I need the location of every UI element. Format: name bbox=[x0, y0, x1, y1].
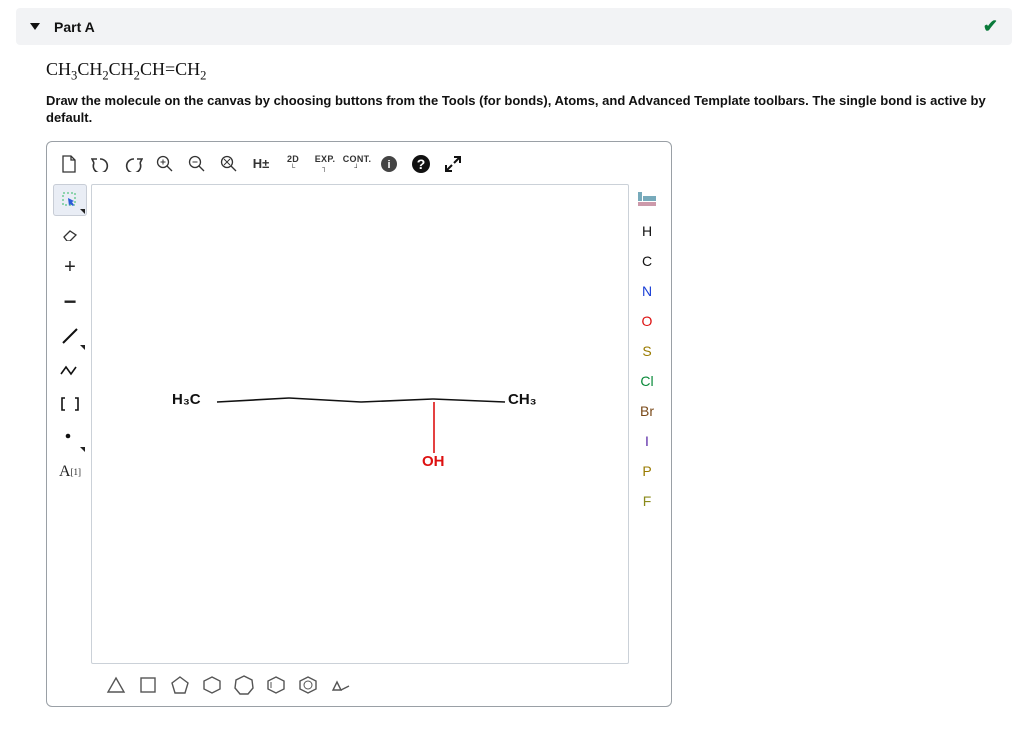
radical-tool[interactable] bbox=[53, 422, 87, 454]
atom-f-button[interactable]: F bbox=[630, 486, 664, 516]
exp-label: EXP. bbox=[315, 155, 336, 164]
molecule-label-oh: OH bbox=[422, 453, 445, 470]
increase-charge-tool[interactable]: + bbox=[53, 252, 87, 284]
drawing-canvas[interactable]: H₃C CH₃ OH bbox=[91, 184, 629, 664]
view-2d-label: 2D bbox=[287, 155, 299, 164]
atom-cl-button[interactable]: Cl bbox=[630, 366, 664, 396]
question-formula: CH3CH2CH2CH=CH2 bbox=[46, 59, 1002, 84]
info-button[interactable]: i bbox=[375, 150, 403, 178]
zoom-out-button[interactable] bbox=[183, 150, 211, 178]
hydrogen-toggle-button[interactable]: H± bbox=[247, 150, 275, 178]
molecule-editor: H± 2D└ EXP.┐ CONT.┘ i ? bbox=[46, 141, 672, 707]
part-title: Part A bbox=[54, 19, 95, 35]
isotope-label-tool[interactable]: A[1] bbox=[53, 456, 87, 488]
part-header[interactable]: Part A ✔ bbox=[16, 8, 1012, 45]
status-check-icon: ✔ bbox=[983, 16, 998, 37]
top-toolbar: H± 2D└ EXP.┐ CONT.┘ i ? bbox=[53, 148, 665, 184]
bracket-tool[interactable] bbox=[53, 388, 87, 420]
svg-text:i: i bbox=[387, 159, 390, 171]
cyclohexadiene-template[interactable] bbox=[263, 672, 289, 698]
view-2d-button[interactable]: 2D└ bbox=[279, 150, 307, 178]
atom-o-button[interactable]: O bbox=[630, 306, 664, 336]
periodic-table-button[interactable] bbox=[630, 184, 664, 214]
atom-n-button[interactable]: N bbox=[630, 276, 664, 306]
triangle-template[interactable] bbox=[103, 672, 129, 698]
chevron-down-icon[interactable] bbox=[30, 23, 40, 30]
marquee-select-tool[interactable] bbox=[53, 184, 87, 216]
contract-structure-button[interactable]: CONT.┘ bbox=[343, 150, 371, 178]
undo-button[interactable] bbox=[87, 150, 115, 178]
help-button[interactable]: ? bbox=[407, 150, 435, 178]
atom-s-button[interactable]: S bbox=[630, 336, 664, 366]
hexagon-template[interactable] bbox=[199, 672, 225, 698]
left-toolbar: + − bbox=[53, 184, 89, 488]
cont-label: CONT. bbox=[343, 155, 372, 164]
redo-button[interactable] bbox=[119, 150, 147, 178]
fullscreen-button[interactable] bbox=[439, 150, 467, 178]
atom-p-button[interactable]: P bbox=[630, 456, 664, 486]
svg-text:?: ? bbox=[417, 156, 426, 172]
hydrogen-toggle-label: H± bbox=[253, 156, 270, 171]
new-document-button[interactable] bbox=[55, 150, 83, 178]
cyclopropyl-template[interactable] bbox=[327, 672, 353, 698]
atom-h-button[interactable]: H bbox=[630, 216, 664, 246]
template-toolbar bbox=[53, 664, 665, 700]
molecule-label-right: CH₃ bbox=[508, 391, 537, 408]
heptagon-template[interactable] bbox=[231, 672, 257, 698]
benzene-template[interactable] bbox=[295, 672, 321, 698]
question-instructions: Draw the molecule on the canvas by choos… bbox=[46, 92, 1002, 127]
expand-structure-button[interactable]: EXP.┐ bbox=[311, 150, 339, 178]
molecule-label-left: H₃C bbox=[172, 391, 201, 408]
atom-c-button[interactable]: C bbox=[630, 246, 664, 276]
zoom-fit-button[interactable] bbox=[215, 150, 243, 178]
eraser-tool[interactable] bbox=[53, 218, 87, 250]
double-bond-tool[interactable] bbox=[53, 354, 87, 386]
decrease-charge-tool[interactable]: − bbox=[53, 286, 87, 318]
atom-i-button[interactable]: I bbox=[630, 426, 664, 456]
pentagon-template[interactable] bbox=[167, 672, 193, 698]
zoom-in-button[interactable] bbox=[151, 150, 179, 178]
square-template[interactable] bbox=[135, 672, 161, 698]
atom-toolbar: HCNOSClBrIPF bbox=[629, 184, 665, 516]
single-bond-tool[interactable] bbox=[53, 320, 87, 352]
atom-br-button[interactable]: Br bbox=[630, 396, 664, 426]
